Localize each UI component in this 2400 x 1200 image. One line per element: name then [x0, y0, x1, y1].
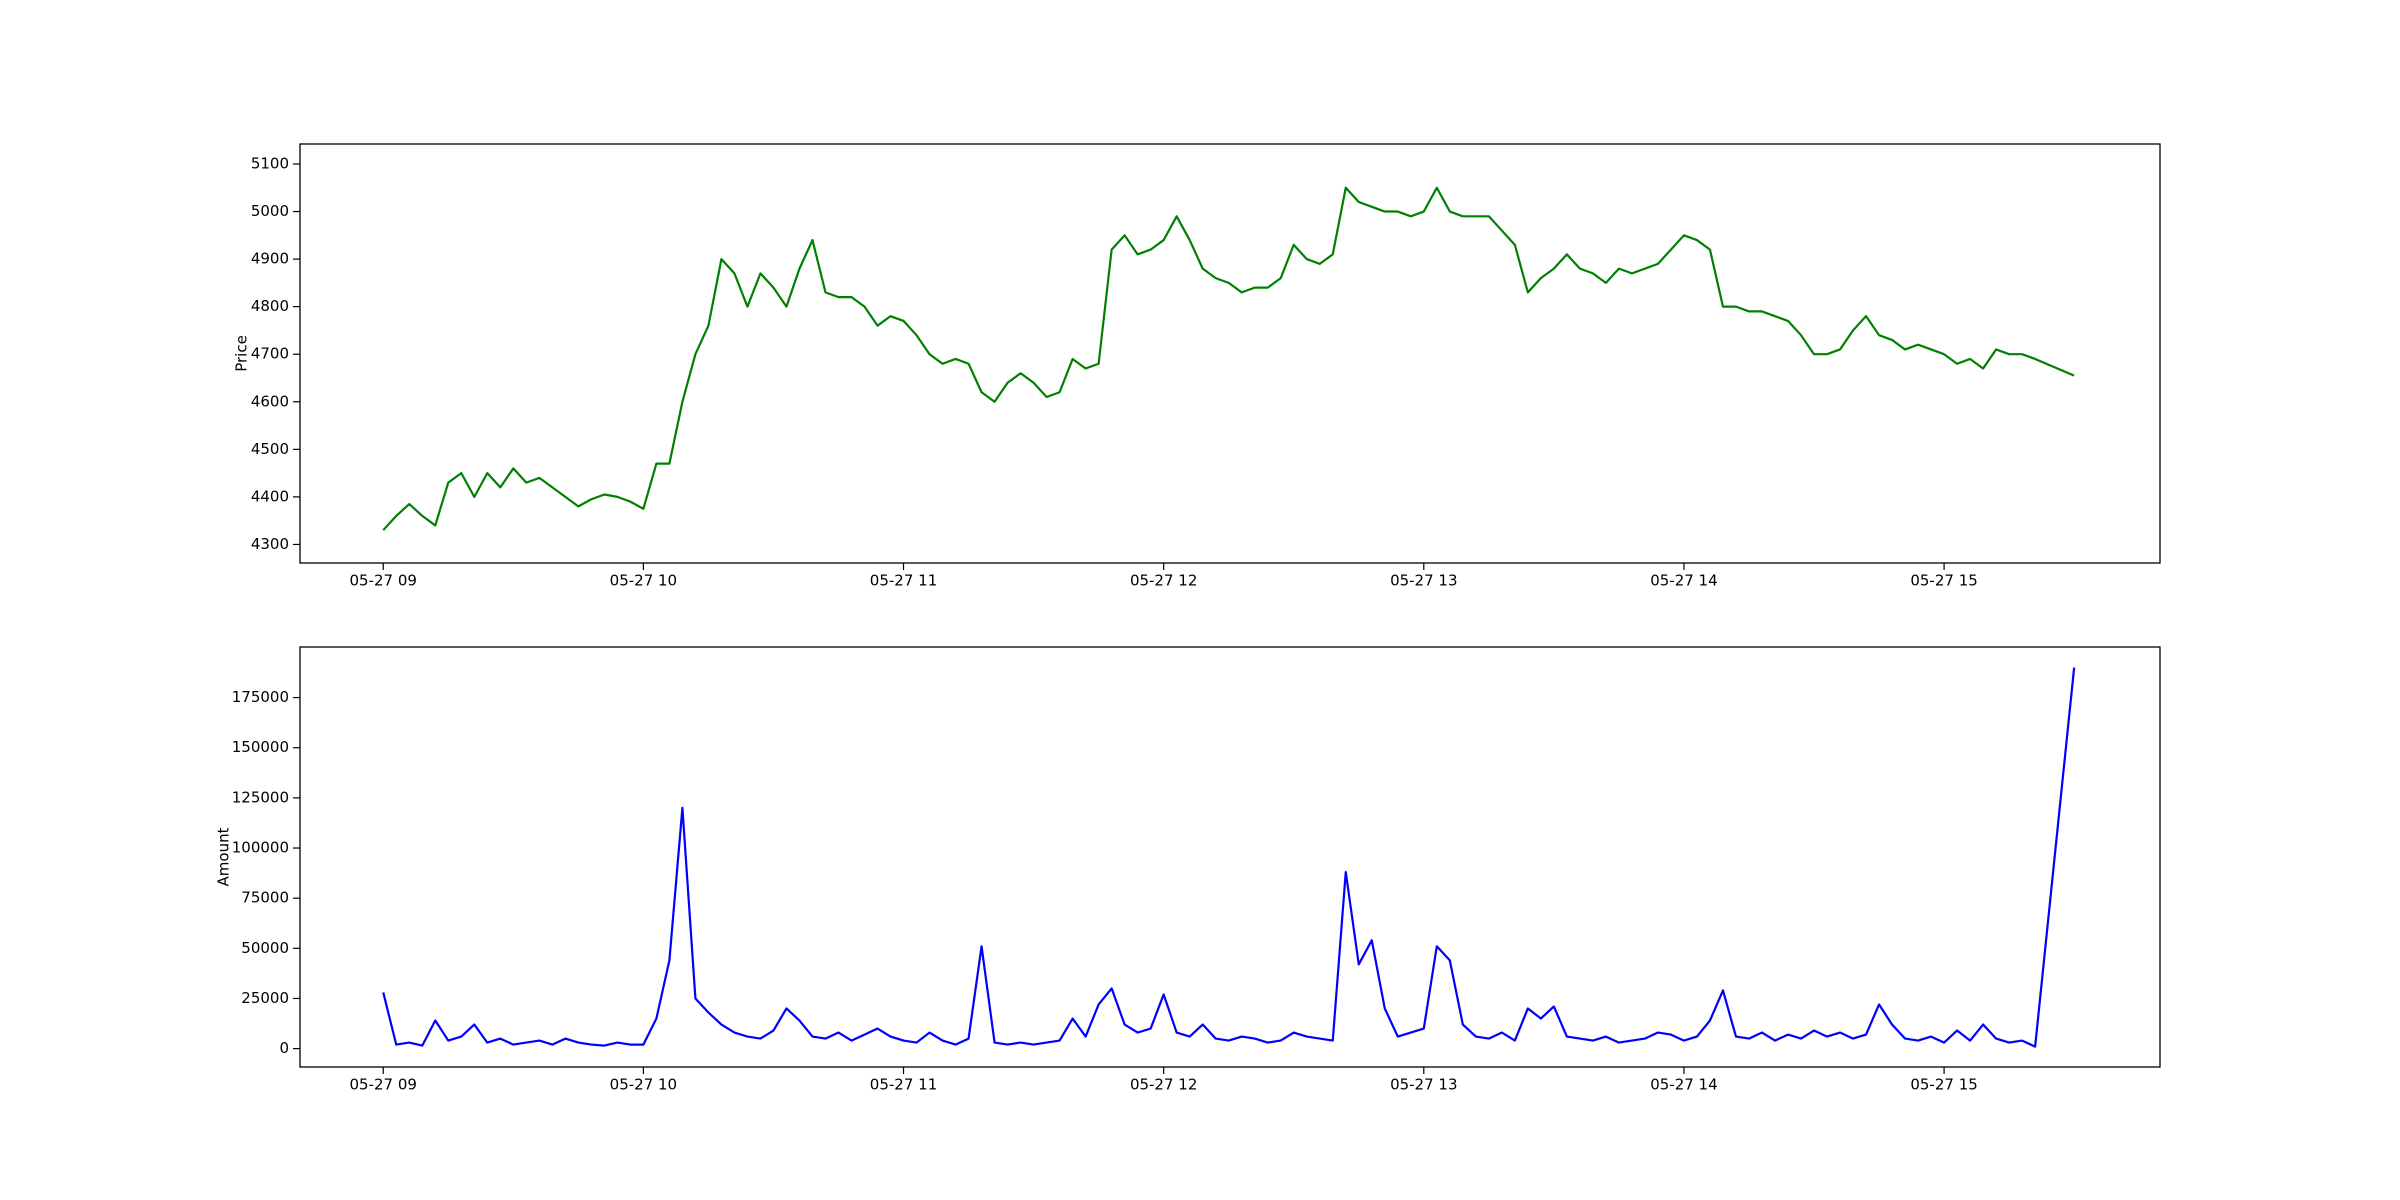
- y-tick-label: 4700: [251, 345, 289, 363]
- data-line: [382, 186, 2075, 531]
- y-tick-label: 4300: [251, 535, 289, 553]
- x-tick-label: 05-27 09: [350, 1076, 417, 1094]
- x-tick-label: 05-27 12: [1130, 1076, 1197, 1094]
- y-tick-label: 50000: [241, 939, 289, 957]
- x-tick-label: 05-27 14: [1650, 1076, 1717, 1094]
- y-tick-label: 5100: [251, 154, 289, 172]
- y-tick-label: 4400: [251, 487, 289, 505]
- y-tick-label: 125000: [232, 788, 289, 806]
- y-tick-label: 4600: [251, 392, 289, 410]
- x-tick-label: 05-27 15: [1910, 1076, 1977, 1094]
- y-tick-label: 100000: [232, 839, 289, 857]
- y-tick-label: 75000: [241, 889, 289, 907]
- y-tick-label: 0: [279, 1039, 289, 1057]
- y-axis-label: Price: [233, 335, 251, 372]
- y-tick-label: 25000: [241, 989, 289, 1007]
- x-tick-label: 05-27 11: [870, 1076, 937, 1094]
- x-tick-label: 05-27 13: [1390, 572, 1457, 590]
- y-tick-label: 4800: [251, 297, 289, 315]
- y-axis-label: Amount: [215, 827, 233, 886]
- y-tick-label: 175000: [232, 688, 289, 706]
- x-tick-label: 05-27 10: [610, 1076, 677, 1094]
- data-line: [382, 667, 2076, 1048]
- x-tick-label: 05-27 15: [1910, 572, 1977, 590]
- x-tick-label: 05-27 14: [1650, 572, 1717, 590]
- y-tick-label: 150000: [232, 738, 289, 756]
- y-tick-label: 4500: [251, 440, 289, 458]
- y-tick-label: 5000: [251, 202, 289, 220]
- axes-frame: [299, 646, 2161, 1068]
- x-tick-label: 05-27 12: [1130, 572, 1197, 590]
- x-tick-label: 05-27 10: [610, 572, 677, 590]
- axes-frame: [299, 143, 2161, 564]
- x-tick-label: 05-27 13: [1390, 1076, 1457, 1094]
- x-tick-label: 05-27 09: [350, 572, 417, 590]
- y-tick-label: 4900: [251, 250, 289, 268]
- x-tick-label: 05-27 11: [870, 572, 937, 590]
